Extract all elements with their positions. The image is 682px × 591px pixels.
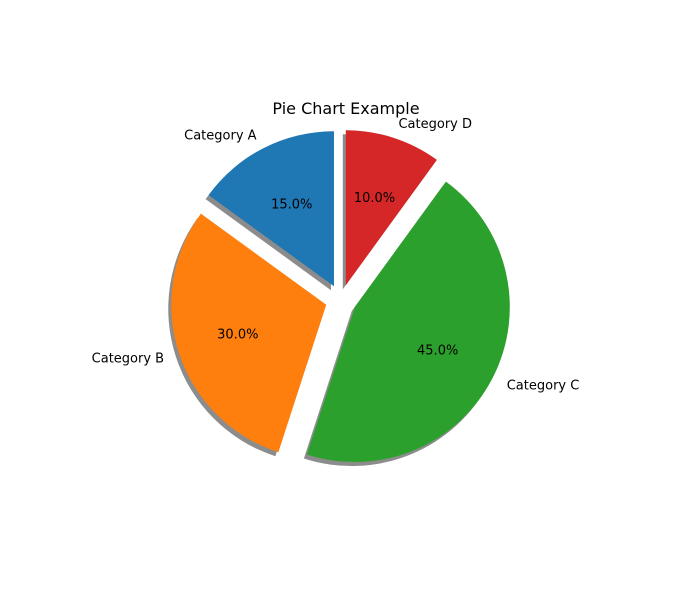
category-label: Category D: [398, 117, 472, 132]
slice-layer: [171, 130, 510, 463]
percent-label: 45.0%: [417, 343, 458, 358]
percent-label: 10.0%: [354, 191, 395, 206]
category-label: Category C: [507, 378, 580, 393]
pie-slice-category-b: [171, 213, 327, 453]
label-layer: 15.0% Category A 30.0% Category B 45.0% Categ…: [92, 117, 580, 393]
percent-label: 30.0%: [217, 328, 258, 343]
percent-label: 15.0%: [271, 197, 312, 212]
category-label: Category B: [92, 351, 164, 366]
pie-slice-category-c: [306, 181, 510, 463]
category-label: Category A: [184, 128, 257, 143]
pie-slice-category-a: [208, 131, 334, 287]
pie-slice-category-d: [345, 130, 437, 286]
chart-title: Pie Chart Example: [272, 99, 419, 118]
